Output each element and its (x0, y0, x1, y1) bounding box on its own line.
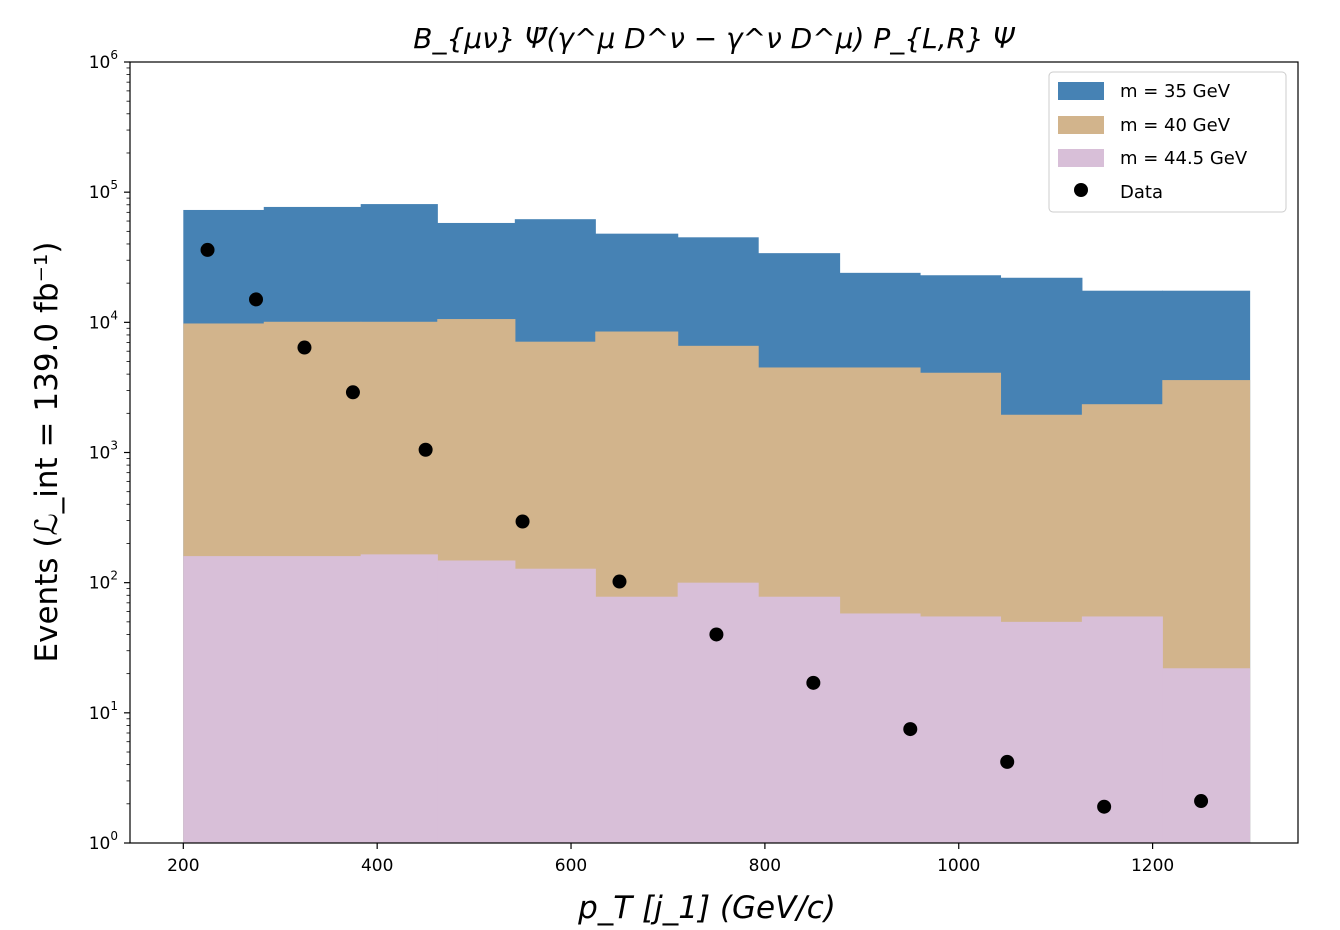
x-tick-label-4: 1000 (937, 856, 980, 876)
data-point-2 (297, 340, 312, 355)
bar-series2-bin4 (514, 568, 596, 843)
bar-series2-bin0 (183, 556, 265, 843)
bar-series2-bin6 (677, 582, 759, 843)
legend-swatch-m40 (1058, 116, 1104, 134)
x-tick-label-2: 600 (555, 856, 587, 876)
data-point-10 (1000, 754, 1015, 769)
y-tick-label-1: 101 (89, 699, 118, 724)
data-point-11 (1097, 799, 1112, 814)
bar-series2-bin10 (1000, 621, 1083, 843)
bar-series2-bin2 (360, 554, 438, 843)
x-axis-ticks: 200 400 600 800 1000 1200 (167, 843, 1174, 876)
legend-label-m35: m = 35 GeV (1120, 81, 1231, 102)
bar-series2-bin7 (758, 596, 841, 843)
bar-series2-bin1 (263, 556, 362, 843)
legend-label-m40: m = 40 GeV (1120, 115, 1231, 136)
data-point-5 (515, 514, 530, 529)
y-tick-label-6: 106 (89, 48, 118, 73)
x-tick-label-1: 400 (361, 856, 393, 876)
data-point-0 (200, 242, 215, 257)
legend-box (1048, 71, 1287, 213)
bar-series2-bin11 (1081, 616, 1163, 843)
x-tick-label-3: 800 (749, 856, 781, 876)
x-axis-label: p_T [j_1] (GeV/c) (577, 890, 836, 926)
bar-series2-bin5 (595, 596, 679, 843)
y-axis-ticks: 100 101 102 103 104 105 106 (89, 48, 130, 854)
data-point-12 (1194, 794, 1209, 809)
data-point-3 (345, 385, 360, 400)
data-points (200, 242, 1209, 814)
chart-title: B_{μν} Ψ̄(γ^μ D^ν − γ^ν D^μ) P_{L,R} Ψ (413, 22, 1015, 55)
data-point-9 (903, 722, 918, 737)
data-point-6 (612, 574, 627, 589)
histogram-areas (183, 204, 1251, 844)
legend-swatch-m35 (1058, 82, 1104, 100)
data-point-4 (418, 442, 433, 457)
bar-series2-bin9 (919, 616, 1002, 843)
y-tick-label-2: 102 (89, 569, 118, 594)
legend-swatch-m44-5 (1058, 149, 1104, 167)
y-tick-label-4: 104 (89, 308, 118, 333)
bar-series2-bin12 (1162, 668, 1251, 843)
y-tick-label-3: 103 (89, 439, 118, 464)
legend: m = 35 GeV m = 40 GeV m = 44.5 GeV Data (1048, 71, 1287, 213)
y-tick-label-5: 105 (89, 178, 118, 203)
x-tick-label-5: 1200 (1131, 856, 1174, 876)
legend-marker-data (1074, 183, 1088, 197)
data-point-8 (806, 675, 821, 690)
y-axis-label: Events (ℒ_int = 139.0 fb⁻¹) (29, 242, 65, 663)
data-point-7 (709, 627, 724, 642)
bar-series2-bin3 (437, 560, 516, 843)
data-point-1 (249, 292, 264, 307)
y-tick-label-0: 100 (89, 829, 118, 854)
legend-label-m44-5: m = 44.5 GeV (1120, 148, 1248, 169)
x-tick-label-0: 200 (167, 856, 199, 876)
legend-label-data: Data (1120, 182, 1163, 203)
